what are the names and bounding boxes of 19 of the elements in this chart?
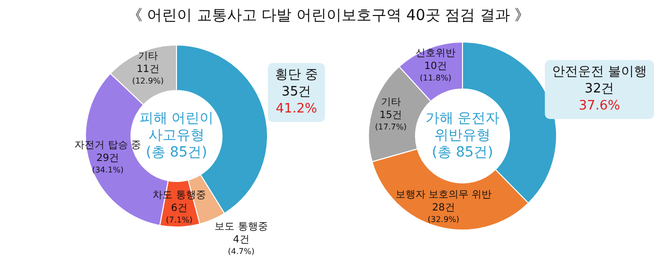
text: 피해 어린이 사고유형 (총 85건) [139,110,214,161]
slice-label: 횡단 중 [274,67,318,82]
slice-label: 기타 [380,97,401,108]
data-label: 10건 (11.8%) [420,61,452,83]
slice-label: 보도 통행중 [214,221,268,232]
slice-label: 신호위반 [416,48,456,60]
data-label: 6건 (7.1%) [166,202,192,224]
data-label: 35건 41.2% [276,84,318,116]
text: 가해 운전자 위반유형 (총 85건) [425,110,500,161]
slice-label: 안전운전 불이행 [552,64,648,80]
data-label: 15건 (17.7%) [375,110,407,132]
data-label: 29건 (34.1%) [92,152,124,174]
data-label: 11건 (12.9%) [132,64,164,86]
slice-label: 보행자 보호의무 위반 [395,190,492,201]
data-label: 32건 37.6% [578,81,620,114]
slice-label: 기타 [138,51,158,62]
text: 《 어린이 교통사고 다발 어린이보호구역 40곳 점검 결과 》 [126,5,531,26]
data-label: 28건 (32.9%) [428,202,460,224]
data-label: 4건 (4.7%) [228,234,254,256]
